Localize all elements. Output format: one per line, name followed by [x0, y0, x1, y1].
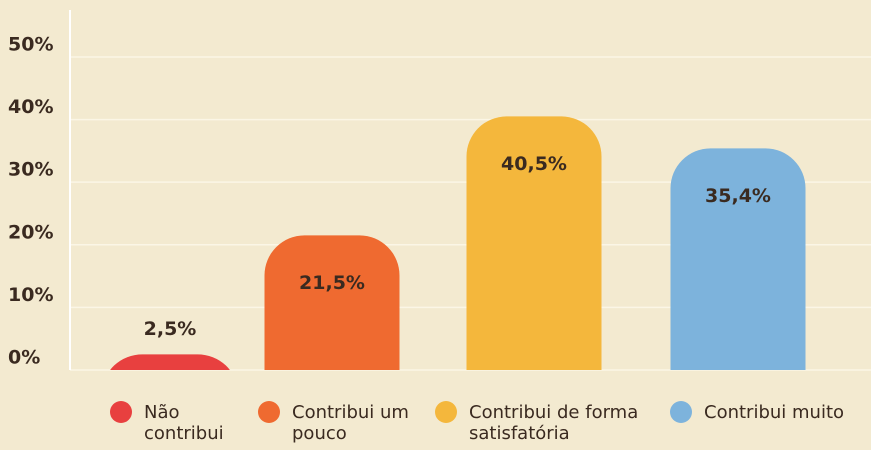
- legend-label: Contribui um pouco: [292, 402, 409, 444]
- y-tick-label: 10%: [8, 284, 53, 306]
- legend-marker: [670, 401, 692, 423]
- value-label: 2,5%: [144, 318, 197, 340]
- bar: [466, 116, 602, 370]
- legend-marker: [258, 401, 280, 423]
- legend-label: Contribui muito: [704, 402, 845, 423]
- y-tick-label: 40%: [8, 96, 53, 118]
- legend-label: Não contribui: [144, 402, 224, 444]
- bar: [110, 354, 230, 370]
- value-label: 40,5%: [501, 153, 567, 175]
- value-label: 21,5%: [299, 272, 365, 294]
- legend-marker: [110, 401, 132, 423]
- legend-label: Contribui de forma satisfatória: [469, 402, 639, 444]
- bar: [670, 148, 806, 370]
- legend-marker: [435, 401, 457, 423]
- y-tick-label: 30%: [8, 159, 53, 181]
- y-tick-label: 50%: [8, 33, 53, 55]
- plot: 0% 10% 20% 30% 40% 50% 2,5% 21,5% 40,5% 35,4%: [8, 10, 871, 371]
- value-label: 35,4%: [705, 185, 771, 207]
- bar: [264, 235, 400, 370]
- y-tick-label: 0%: [8, 347, 40, 369]
- bars: [110, 116, 806, 370]
- y-tick-label: 20%: [8, 221, 53, 243]
